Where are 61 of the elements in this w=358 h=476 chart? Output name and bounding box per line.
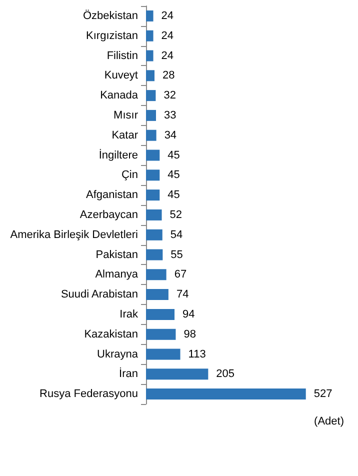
data-label: 67 [174,268,187,281]
bar [146,209,162,220]
y-tick-label: Irak [120,308,138,320]
data-label: 24 [161,10,174,22]
y-tick-label: Filistin [106,50,138,62]
y-tick-label: Mısır [114,109,138,122]
data-label: 94 [182,308,195,320]
y-tick-label: Pakistan [96,248,138,261]
bar [146,150,160,161]
data-label: 54 [170,228,183,241]
y-tick-label: Suudi Arabistan [60,288,138,301]
data-label: 24 [161,30,174,42]
data-label: 113 [188,348,206,360]
data-label: 527 [314,388,332,400]
y-tick-label: Özbekistan [82,8,138,22]
y-tick-label: Kuveyt [104,70,138,82]
y-tick-label: Kanada [100,90,139,102]
bar [146,70,154,82]
data-label: 52 [170,208,182,221]
y-tick-label: Kırgızistan [86,30,138,42]
bar [146,388,306,400]
data-label: 34 [164,129,177,142]
bar [146,10,154,22]
data-label: 74 [176,288,189,301]
bar [146,249,163,260]
bar [146,130,156,141]
data-label: 24 [161,50,174,62]
data-label: 55 [170,248,183,261]
bar [146,368,208,380]
bar [146,50,154,62]
bar [146,348,180,360]
data-label: 32 [164,90,176,102]
y-tick-label: Rusya Federasyonu [40,388,138,400]
y-tick-label: İran [119,367,138,380]
bar [146,30,154,42]
bar [146,229,162,240]
y-tick-label: İngiltere [98,148,138,162]
data-label: 98 [184,328,196,340]
bar [146,289,168,300]
bar [146,170,160,181]
y-tick-label: Afganistan [86,189,138,202]
y-tick-label: Kazakistan [84,328,138,340]
y-tick-label: Amerika Birleşik Devletleri [10,228,138,241]
data-label: 45 [168,169,180,182]
data-label: 205 [216,368,235,380]
bar [146,190,160,201]
y-tick-label: Katar [112,129,138,142]
y-tick-label: Almanya [95,268,139,281]
data-label: 45 [168,189,180,202]
y-tick-label: Azerbaycan [80,208,138,221]
y-tick-label: Çin [121,169,138,182]
bar [146,328,176,340]
bar [146,90,156,102]
text: (Adet) [314,416,344,428]
data-label: 28 [162,70,175,82]
bar [146,110,156,121]
y-tick-label: Ukrayna [97,348,139,360]
bar [146,308,175,320]
data-label: 45 [168,149,180,162]
data-label: 33 [164,109,176,122]
bar [146,269,166,280]
